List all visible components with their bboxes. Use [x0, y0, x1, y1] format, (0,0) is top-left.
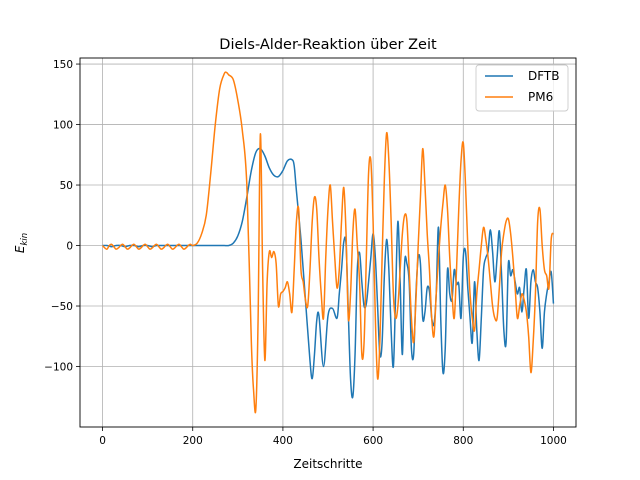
y-tick-label: 0 [66, 241, 73, 253]
y-tick-label: 50 [60, 180, 73, 192]
x-tick-label: 0 [99, 435, 106, 447]
x-axis-label: Zeitschritte [293, 457, 362, 471]
y-tick-label: −100 [44, 362, 73, 374]
series-line-dftb [102, 147, 555, 399]
y-tick-label: −50 [51, 301, 73, 313]
legend-label-pm6: PM6 [528, 90, 553, 104]
plot-frame [79, 57, 577, 428]
x-tick-label: 800 [453, 435, 473, 447]
legend: DFTB PM6 [475, 64, 569, 112]
y-tick-label: 150 [53, 59, 73, 71]
chart-title: Diels-Alder-Reaktion über Zeit [219, 37, 437, 53]
ticks: 0 200 400 600 800 1000 −100 −50 0 50 100 150 [44, 59, 567, 447]
y-axis-label-base: E [13, 245, 27, 253]
x-tick-label: 200 [183, 435, 203, 447]
x-tick-label: 400 [273, 435, 293, 447]
x-tick-label: 1000 [540, 435, 567, 447]
series-line-pm6 [101, 71, 555, 414]
series-lines [101, 71, 555, 414]
y-tick-label: 100 [53, 120, 73, 132]
y-axis-label-subscript: kin [20, 233, 30, 246]
legend-label-dftb: DFTB [528, 69, 560, 83]
y-axis-label: Ekin [13, 233, 30, 253]
x-tick-label: 600 [363, 435, 383, 447]
